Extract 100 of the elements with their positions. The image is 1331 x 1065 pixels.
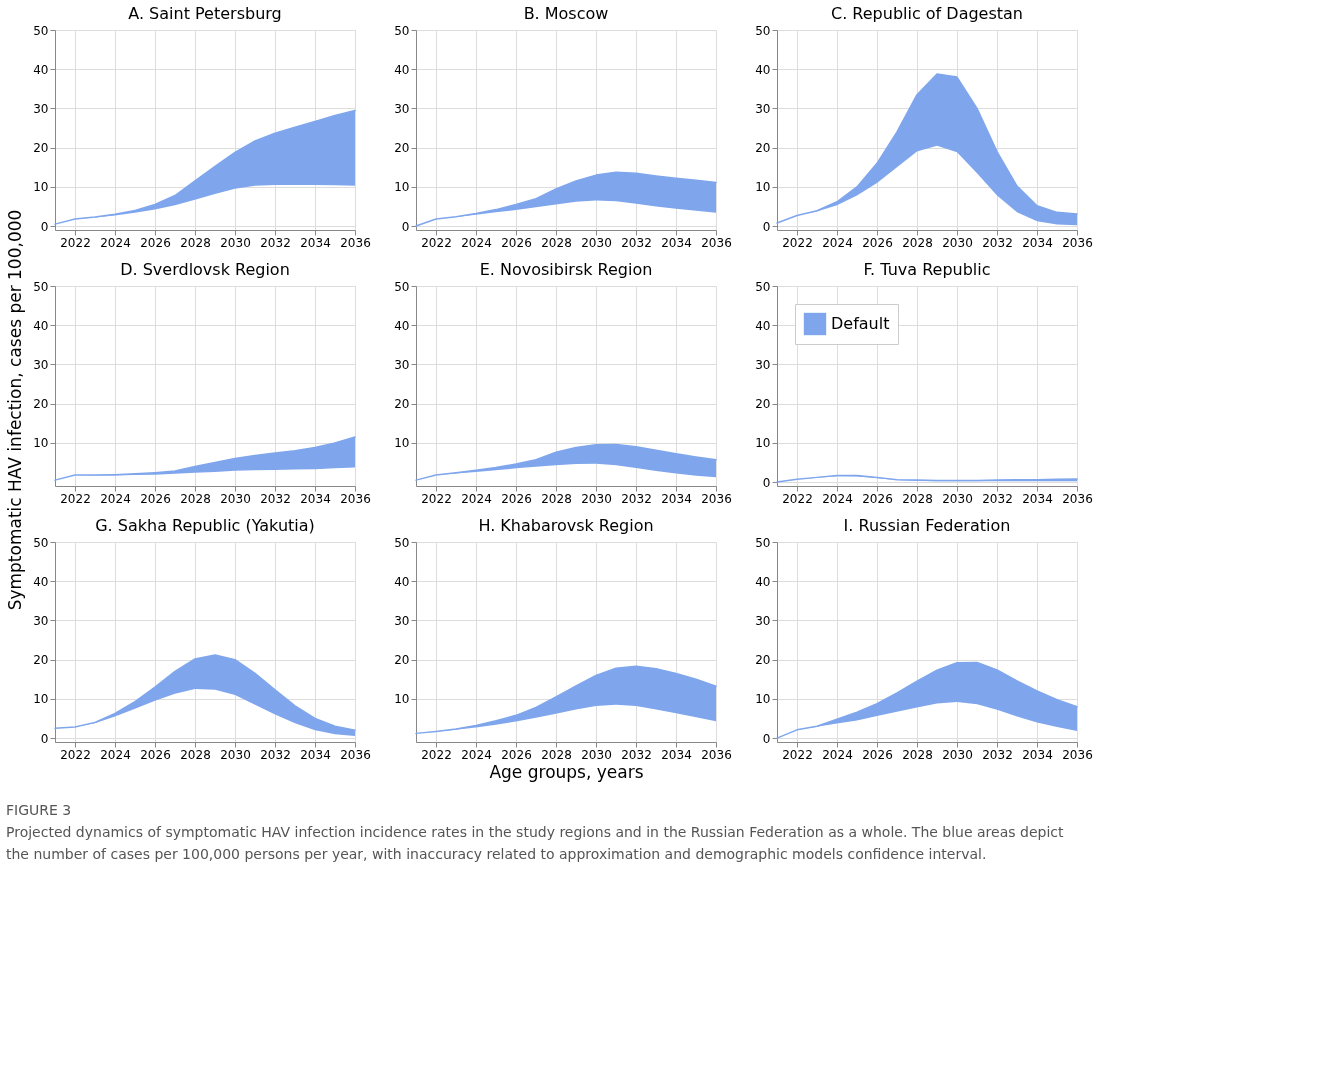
x-tick-label: 2034 bbox=[300, 235, 331, 250]
x-tick-label: 2026 bbox=[862, 747, 893, 762]
x-tick-label: 2028 bbox=[541, 747, 572, 762]
y-tick-label: 20 bbox=[394, 653, 410, 668]
x-tick-label: 2034 bbox=[1022, 491, 1053, 506]
x-tick-label: 2022 bbox=[60, 235, 91, 250]
x-tick-label: 2024 bbox=[822, 747, 853, 762]
y-tick-label: 50 bbox=[394, 535, 410, 550]
y-tick-label: 20 bbox=[755, 397, 771, 412]
x-tick-label: 2030 bbox=[220, 747, 251, 762]
y-tick-label: 0 bbox=[762, 219, 771, 234]
x-tick-label: 2022 bbox=[782, 235, 813, 250]
x-tick-label: 2026 bbox=[140, 747, 171, 762]
x-tick-label: 2036 bbox=[701, 235, 732, 250]
x-tick-label: 2036 bbox=[1062, 747, 1093, 762]
x-tick-label: 2036 bbox=[701, 491, 732, 506]
x-tick-label: 2024 bbox=[461, 747, 492, 762]
x-tick-label: 2030 bbox=[220, 235, 251, 250]
y-tick-label: 20 bbox=[394, 141, 410, 156]
x-tick-label: 2036 bbox=[1062, 235, 1093, 250]
y-tick-label: 40 bbox=[755, 318, 771, 333]
x-tick-label: 2024 bbox=[461, 491, 492, 506]
y-tick-label: 10 bbox=[755, 436, 771, 451]
x-tick-label: 2032 bbox=[621, 747, 652, 762]
chart-title: B. Moscow bbox=[523, 4, 609, 23]
y-tick-label: 20 bbox=[755, 653, 771, 668]
y-tick-label: 50 bbox=[755, 279, 771, 294]
chart-title: E. Novosibirsk Region bbox=[479, 260, 653, 279]
x-tick-label: 2030 bbox=[581, 235, 612, 250]
x-tick-label: 2028 bbox=[180, 491, 211, 506]
x-tick-label: 2028 bbox=[541, 235, 572, 250]
caption: FIGURE 3 bbox=[6, 802, 72, 818]
y-tick-label: 30 bbox=[394, 357, 410, 372]
x-tick-label: 2030 bbox=[942, 491, 973, 506]
y-tick-label: 0 bbox=[40, 219, 49, 234]
x-tick-label: 2022 bbox=[782, 491, 813, 506]
x-tick-label: 2028 bbox=[180, 747, 211, 762]
y-axis-title: Symptomatic HAV infection, cases per 100,000 bbox=[5, 209, 25, 611]
x-tick-label: 2024 bbox=[100, 747, 131, 762]
y-tick-label: 10 bbox=[33, 436, 49, 451]
y-tick-label: 30 bbox=[755, 613, 771, 628]
y-tick-label: 40 bbox=[33, 574, 49, 589]
x-tick-label: 2022 bbox=[60, 747, 91, 762]
y-tick-label: 20 bbox=[33, 141, 49, 156]
x-tick-label: 2036 bbox=[340, 235, 371, 250]
y-tick-label: 30 bbox=[394, 613, 410, 628]
y-tick-label: 30 bbox=[394, 101, 410, 116]
y-tick-label: 20 bbox=[33, 397, 49, 412]
x-tick-label: 2024 bbox=[822, 235, 853, 250]
x-tick-label: 2022 bbox=[421, 235, 452, 250]
x-tick-label: 2032 bbox=[982, 747, 1013, 762]
y-tick-label: 40 bbox=[755, 574, 771, 589]
chart-title: A. Saint Petersburg bbox=[128, 4, 282, 23]
y-tick-label: 10 bbox=[394, 180, 410, 195]
x-tick-label: 2024 bbox=[100, 491, 131, 506]
x-tick-label: 2026 bbox=[862, 491, 893, 506]
x-tick-label: 2034 bbox=[300, 491, 331, 506]
x-tick-label: 2034 bbox=[300, 747, 331, 762]
x-tick-label: 2030 bbox=[581, 747, 612, 762]
y-tick-label: 50 bbox=[33, 535, 49, 550]
y-tick-label: 10 bbox=[755, 180, 771, 195]
y-tick-label: 30 bbox=[755, 101, 771, 116]
x-tick-label: 2032 bbox=[260, 491, 291, 506]
x-tick-label: 2036 bbox=[340, 747, 371, 762]
y-tick-label: 10 bbox=[33, 692, 49, 707]
x-tick-label: 2034 bbox=[661, 491, 692, 506]
x-tick-label: 2026 bbox=[501, 235, 532, 250]
y-tick-label: 20 bbox=[394, 397, 410, 412]
y-tick-label: 40 bbox=[394, 318, 410, 333]
x-axis-title: Age groups, years bbox=[489, 761, 644, 782]
x-tick-label: 2030 bbox=[581, 491, 612, 506]
x-tick-label: 2032 bbox=[260, 235, 291, 250]
x-tick-label: 2022 bbox=[421, 491, 452, 506]
text: Projected dynamics of symptomatic HAV infection incidence rates in the study regions and in the Russian Federation as a whole. The blue areas depict the number of cases per 100,000 persons per year, with inaccuracy related to approximation and demographic models confidence interval. bbox=[6, 824, 1064, 862]
x-tick-label: 2036 bbox=[701, 747, 732, 762]
y-tick-label: 20 bbox=[755, 141, 771, 156]
x-tick-label: 2032 bbox=[621, 491, 652, 506]
y-tick-label: 10 bbox=[33, 180, 49, 195]
x-tick-label: 2026 bbox=[140, 235, 171, 250]
x-tick-label: 2028 bbox=[902, 747, 933, 762]
x-tick-label: 2028 bbox=[902, 491, 933, 506]
y-tick-label: 40 bbox=[394, 574, 410, 589]
x-tick-label: 2024 bbox=[461, 235, 492, 250]
x-tick-label: 2026 bbox=[501, 491, 532, 506]
x-tick-label: 2022 bbox=[782, 747, 813, 762]
chart-title: G. Sakha Republic (Yakutia) bbox=[95, 516, 315, 535]
chart-title: D. Sverdlovsk Region bbox=[120, 260, 290, 279]
y-tick-label: 40 bbox=[394, 62, 410, 77]
x-tick-label: 2030 bbox=[942, 235, 973, 250]
y-tick-label: 10 bbox=[394, 436, 410, 451]
y-tick-label: 50 bbox=[394, 279, 410, 294]
y-tick-label: 10 bbox=[394, 692, 410, 707]
y-tick-label: 0 bbox=[401, 219, 410, 234]
y-tick-label: 0 bbox=[762, 731, 771, 746]
x-tick-label: 2026 bbox=[501, 747, 532, 762]
y-tick-label: 0 bbox=[40, 731, 49, 746]
x-tick-label: 2028 bbox=[541, 491, 572, 506]
y-tick-label: 30 bbox=[755, 357, 771, 372]
x-tick-label: 2030 bbox=[220, 491, 251, 506]
y-tick-label: 40 bbox=[33, 318, 49, 333]
